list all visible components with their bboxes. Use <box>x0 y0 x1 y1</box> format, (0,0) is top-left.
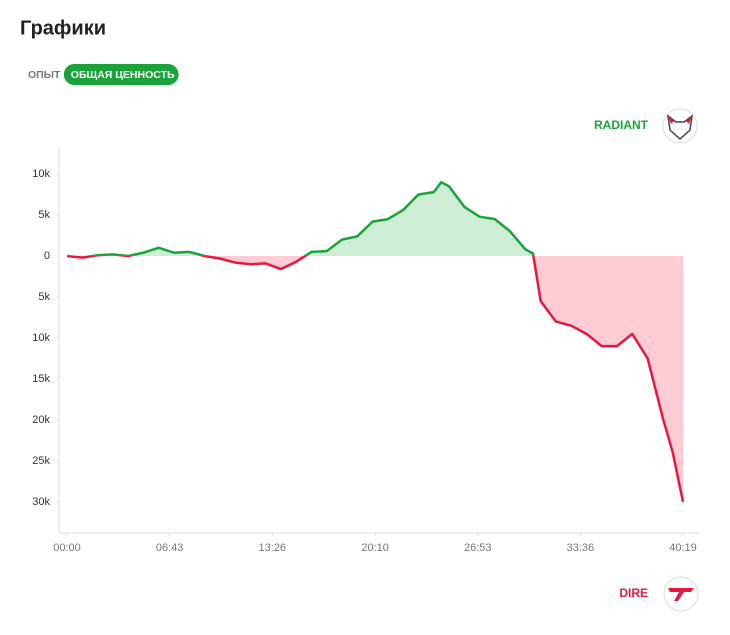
x-tick-label: 13:26 <box>258 542 286 554</box>
line <box>66 180 685 503</box>
tab[interactable]: ОБЩАЯ ЦЕННОСТЬ <box>71 69 175 81</box>
y-tick-label: 25k <box>32 455 50 467</box>
y-tick-label: 10k <box>32 168 50 180</box>
dire-logo <box>663 576 699 612</box>
y-tick-label: 5k <box>38 209 50 221</box>
x-tick-label: 06:43 <box>156 542 184 554</box>
x-tick-label: 33:36 <box>567 542 595 554</box>
y-tick-label: 5k <box>38 291 50 303</box>
dire-label: DIRE <box>619 586 648 600</box>
tab-active-bg <box>63 64 179 85</box>
y-tick-label: 0 <box>44 250 50 262</box>
radiant-logo <box>662 108 698 144</box>
y-tick-label: 10k <box>32 332 50 344</box>
x-tick-label: 20:10 <box>361 542 389 554</box>
x-tick-label: 00:00 <box>53 542 81 554</box>
radiant-label: RADIANT <box>594 118 649 132</box>
x-tick-label: 26:53 <box>464 542 492 554</box>
x-tick-label: 40:19 <box>669 542 697 554</box>
area <box>67 182 683 502</box>
page-title: Графики <box>20 17 106 39</box>
y-tick-label: 30k <box>32 496 50 508</box>
tab[interactable]: ОПЫТ <box>28 69 61 81</box>
y-tick-label: 15k <box>32 373 50 385</box>
y-tick-label: 20k <box>32 414 50 426</box>
